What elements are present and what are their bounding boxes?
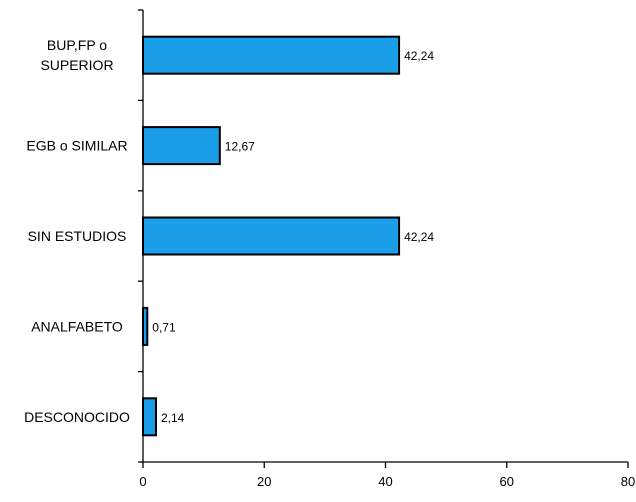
x-tick-label: 60 [500, 474, 514, 489]
x-tick-label: 80 [621, 474, 635, 489]
category-label: SIN ESTUDIOS [28, 228, 127, 244]
value-label: 2,14 [161, 411, 185, 425]
x-tick-label: 20 [257, 474, 271, 489]
bar [142, 126, 221, 166]
x-tick-label: 40 [378, 474, 392, 489]
bar [142, 216, 401, 256]
bar [142, 35, 401, 75]
category-label: BUP,FP o SUPERIOR [40, 37, 113, 73]
value-label: 42,24 [404, 49, 434, 63]
category-label: DESCONOCIDO [24, 409, 130, 425]
category-label: ANALFABETO [31, 318, 123, 334]
x-tick-label: 0 [139, 474, 146, 489]
labels: 42,24 BUP,FP o SUPERIOR 12,67 EGB o SIMILAR 4… [24, 37, 434, 425]
bar [142, 397, 157, 437]
category-label: EGB o SIMILAR [26, 138, 127, 154]
value-label: 0,71 [152, 320, 176, 334]
bars [142, 35, 401, 437]
value-label: 42,24 [404, 230, 434, 244]
bar [142, 306, 149, 346]
value-label: 12,67 [225, 140, 255, 154]
